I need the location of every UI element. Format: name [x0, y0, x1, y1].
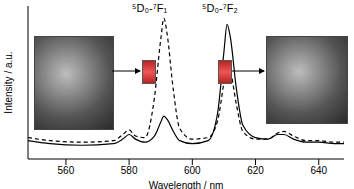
- svg-text:620: 620: [247, 165, 264, 176]
- svg-text:600: 600: [184, 165, 201, 176]
- svg-text:Intensity / a.u.: Intensity / a.u.: [8, 51, 14, 113]
- svg-text:640: 640: [310, 165, 327, 176]
- html-text:⁵D₀-⁷F₂: ⁵D₀-⁷F₂: [202, 2, 238, 14]
- svg-text:580: 580: [121, 165, 138, 176]
- svg-text:Wavelength / nm: Wavelength / nm: [149, 180, 224, 189]
- html-text:⁵D₀-⁷F₁: ⁵D₀-⁷F₁: [132, 2, 168, 14]
- svg-text:560: 560: [58, 165, 75, 176]
